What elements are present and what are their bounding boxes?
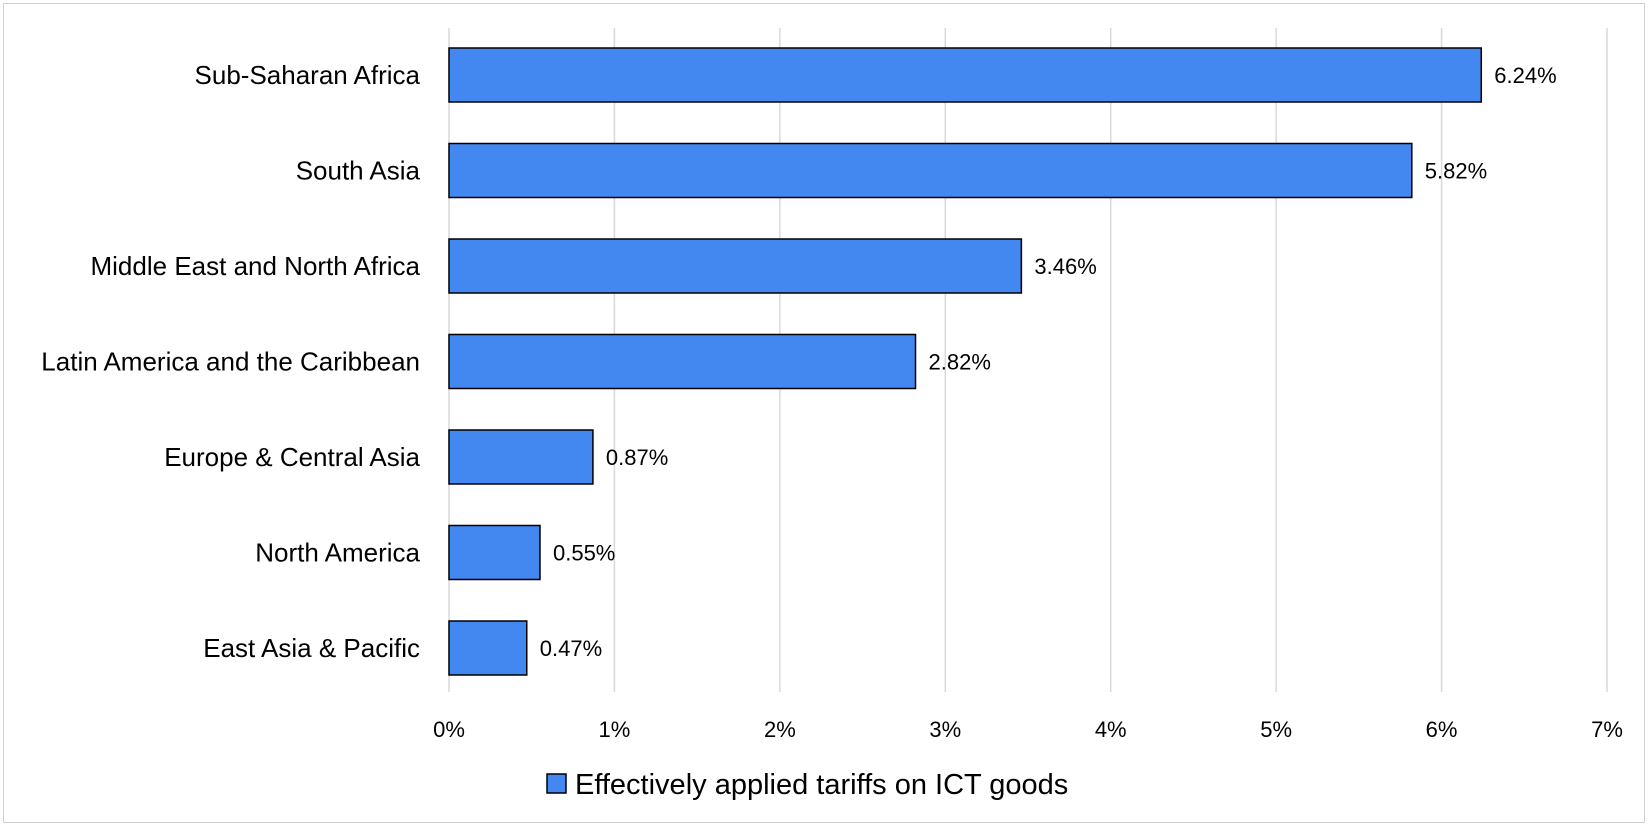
data-label: 0.47%: [540, 636, 602, 661]
x-tick-label: 5%: [1260, 717, 1292, 742]
category-label: South Asia: [296, 156, 421, 186]
gridlines: [448, 28, 1608, 692]
bar: [448, 620, 528, 676]
bar: [448, 333, 917, 390]
category-label: Middle East and North Africa: [91, 251, 421, 281]
bar: [448, 524, 541, 581]
category-label: North America: [255, 538, 420, 568]
category-label: Europe & Central Asia: [164, 442, 420, 472]
category-label: Sub-Saharan Africa: [195, 60, 421, 90]
x-tick-label: 6%: [1426, 717, 1458, 742]
data-labels: 6.24% 5.82% 3.46% 2.82% 0.87% 0.55% 0.47%: [540, 63, 1557, 661]
bar: [448, 429, 594, 485]
data-label: 0.87%: [606, 445, 668, 470]
data-label: 5.82%: [1425, 159, 1487, 184]
x-tick-label: 2%: [764, 717, 796, 742]
legend: Effectively applied tariffs on ICT goods: [546, 769, 1068, 801]
x-tick-label: 4%: [1095, 717, 1127, 742]
bar: [448, 142, 1413, 199]
x-tick-label: 7%: [1591, 717, 1623, 742]
category-label: East Asia & Pacific: [203, 633, 420, 663]
x-tick-label: 1%: [599, 717, 631, 742]
bar: [448, 238, 1023, 294]
bars: [448, 47, 1483, 676]
x-axis-ticks: 0% 1% 2% 3% 4% 5% 6% 7%: [433, 717, 1623, 742]
data-label: 0.55%: [553, 541, 615, 566]
data-label: 3.46%: [1034, 254, 1096, 279]
chart-frame: [3, 3, 1645, 823]
legend-swatch: [546, 773, 567, 794]
data-label: 2.82%: [929, 350, 991, 375]
category-label: Latin America and the Caribbean: [41, 347, 420, 377]
data-label: 6.24%: [1494, 63, 1556, 88]
x-tick-label: 0%: [433, 717, 465, 742]
x-tick-label: 3%: [929, 717, 961, 742]
bar: [448, 47, 1483, 103]
category-labels: Sub-Saharan Africa South Asia Middle East …: [41, 60, 420, 663]
legend-label: Effectively applied tariffs on ICT goods: [575, 769, 1068, 801]
